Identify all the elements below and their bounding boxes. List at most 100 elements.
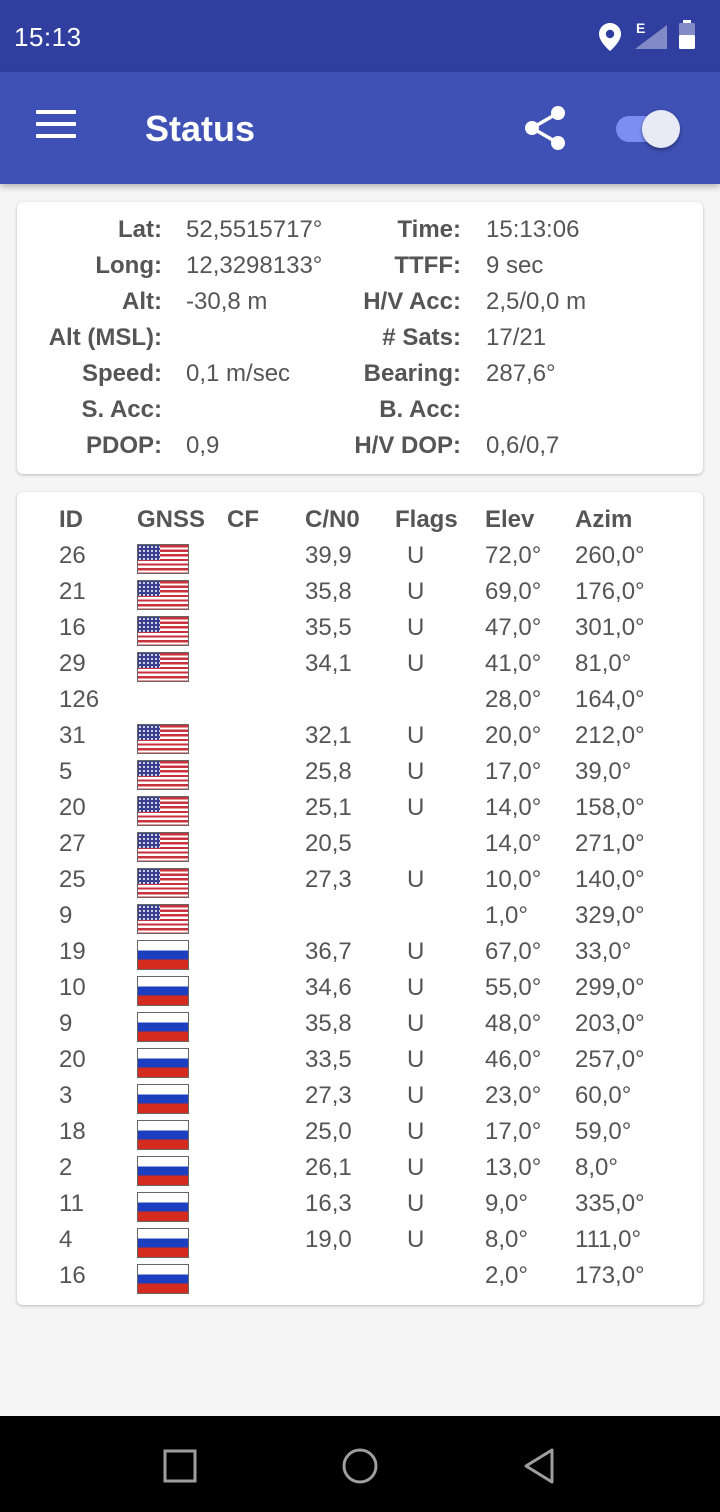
satellite-row: 11 16,3 U 9,0° 335,0° — [17, 1190, 703, 1226]
fix-value: 2,5/0,0 m — [486, 288, 587, 315]
fix-value: 15:13:06 — [486, 216, 580, 243]
sat-elev: 14,0° — [485, 794, 542, 821]
fix-value: 0,1 m/sec — [186, 360, 291, 387]
satellite-row: 9 35,8 U 48,0° 203,0° — [17, 1010, 703, 1046]
fix-value: 9 sec — [486, 252, 544, 279]
usa-flag-icon — [137, 904, 189, 934]
russia-flag-icon — [137, 1084, 189, 1114]
tracking-toggle[interactable] — [612, 108, 684, 148]
sat-id: 26 — [59, 542, 86, 569]
home-button[interactable] — [338, 1444, 382, 1488]
fix-value: 12,3298133° — [186, 252, 323, 279]
fix-row: Alt (MSL): # Sats: 17/21 — [17, 324, 703, 360]
satellite-row: 31 32,1 U 20,0° 212,0° — [17, 722, 703, 758]
usa-flag-icon — [137, 796, 189, 826]
page-title: Status — [145, 108, 256, 149]
status-bar: 15:13 E — [0, 0, 720, 72]
sat-id: 27 — [59, 830, 86, 857]
russia-flag-icon — [137, 1156, 189, 1186]
fix-label: Speed: — [81, 360, 162, 387]
sat-elev: 2,0° — [485, 1262, 528, 1289]
sat-flags: U — [407, 794, 425, 821]
fix-label: S. Acc: — [81, 396, 162, 423]
fix-value: 287,6° — [486, 360, 556, 387]
sat-id: 126 — [59, 686, 100, 713]
usa-flag-icon — [137, 544, 189, 574]
sat-cn0: 16,3 — [305, 1190, 352, 1217]
fix-label: Time: — [397, 216, 461, 243]
app-bar: Status — [0, 72, 720, 184]
usa-flag-icon — [137, 580, 189, 610]
sat-azim: 158,0° — [575, 794, 645, 821]
back-button[interactable] — [518, 1444, 562, 1488]
share-icon[interactable] — [520, 102, 572, 154]
fix-row: Long: 12,3298133° TTFF: 9 sec — [17, 252, 703, 288]
sat-elev: 28,0° — [485, 686, 542, 713]
sat-flags: U — [407, 1154, 425, 1181]
sat-azim: 212,0° — [575, 722, 645, 749]
satellite-row: 18 25,0 U 17,0° 59,0° — [17, 1118, 703, 1154]
sat-azim: 173,0° — [575, 1262, 645, 1289]
sat-id: 4 — [59, 1226, 73, 1253]
menu-icon[interactable] — [36, 110, 76, 146]
sat-id: 20 — [59, 1046, 86, 1073]
sat-elev: 1,0° — [485, 902, 528, 929]
signal-icon — [635, 25, 667, 49]
sat-cn0: 25,0 — [305, 1118, 352, 1145]
sat-azim: 111,0° — [575, 1226, 642, 1253]
satellite-card: ID GNSS CF C/N0 Flags Elev Azim 26 39,9 U 7… — [17, 492, 703, 1305]
fix-label: Bearing: — [363, 360, 461, 387]
sat-azim: 299,0° — [575, 974, 645, 1001]
russia-flag-icon — [137, 976, 189, 1006]
sat-id: 5 — [59, 758, 73, 785]
sat-azim: 140,0° — [575, 866, 645, 893]
sat-elev: 20,0° — [485, 722, 542, 749]
satellite-row: 29 34,1 U 41,0° 81,0° — [17, 650, 703, 686]
sat-azim: 301,0° — [575, 614, 645, 641]
sat-elev: 48,0° — [485, 1010, 542, 1037]
sat-azim: 335,0° — [575, 1190, 645, 1217]
header-flags: Flags — [395, 506, 458, 533]
sat-flags: U — [407, 542, 425, 569]
satellite-row: 16 35,5 U 47,0° 301,0° — [17, 614, 703, 650]
fix-label: Alt (MSL): — [48, 324, 162, 351]
sat-elev: 67,0° — [485, 938, 542, 965]
sat-cn0: 35,5 — [305, 614, 352, 641]
sat-cn0: 34,6 — [305, 974, 352, 1001]
usa-flag-icon — [137, 616, 189, 646]
location-icon — [599, 23, 621, 51]
sat-elev: 72,0° — [485, 542, 542, 569]
navigation-bar — [0, 1416, 720, 1512]
satellite-row: 3 27,3 U 23,0° 60,0° — [17, 1082, 703, 1118]
sat-cn0: 20,5 — [305, 830, 352, 857]
sat-id: 31 — [59, 722, 86, 749]
russia-flag-icon — [137, 1048, 189, 1078]
satellite-row: 2 26,1 U 13,0° 8,0° — [17, 1154, 703, 1190]
sat-flags: U — [407, 1046, 425, 1073]
status-time: 15:13 — [14, 22, 82, 52]
sat-flags: U — [407, 938, 425, 965]
sat-cn0: 25,1 — [305, 794, 352, 821]
sat-azim: 8,0° — [575, 1154, 618, 1181]
sat-azim: 59,0° — [575, 1118, 632, 1145]
sat-id: 3 — [59, 1082, 73, 1109]
sat-azim: 81,0° — [575, 650, 632, 677]
sat-id: 16 — [59, 1262, 86, 1289]
sat-flags: U — [407, 614, 425, 641]
sat-id: 11 — [59, 1190, 84, 1217]
sat-cn0: 25,8 — [305, 758, 352, 785]
sat-azim: 60,0° — [575, 1082, 632, 1109]
recents-button[interactable] — [158, 1444, 202, 1488]
sat-elev: 10,0° — [485, 866, 542, 893]
sat-cn0: 35,8 — [305, 1010, 352, 1037]
sat-id: 16 — [59, 614, 86, 641]
sat-id: 2 — [59, 1154, 73, 1181]
fix-row: Lat: 52,5515717° Time: 15:13:06 — [17, 216, 703, 252]
header-gnss: GNSS — [137, 506, 206, 533]
sat-flags: U — [407, 758, 425, 785]
satellite-row: 16 2,0° 173,0° — [17, 1262, 703, 1298]
sat-cn0: 27,3 — [305, 866, 352, 893]
satellite-table-header: ID GNSS CF C/N0 Flags Elev Azim — [17, 506, 703, 542]
usa-flag-icon — [137, 832, 189, 862]
sat-elev: 55,0° — [485, 974, 542, 1001]
